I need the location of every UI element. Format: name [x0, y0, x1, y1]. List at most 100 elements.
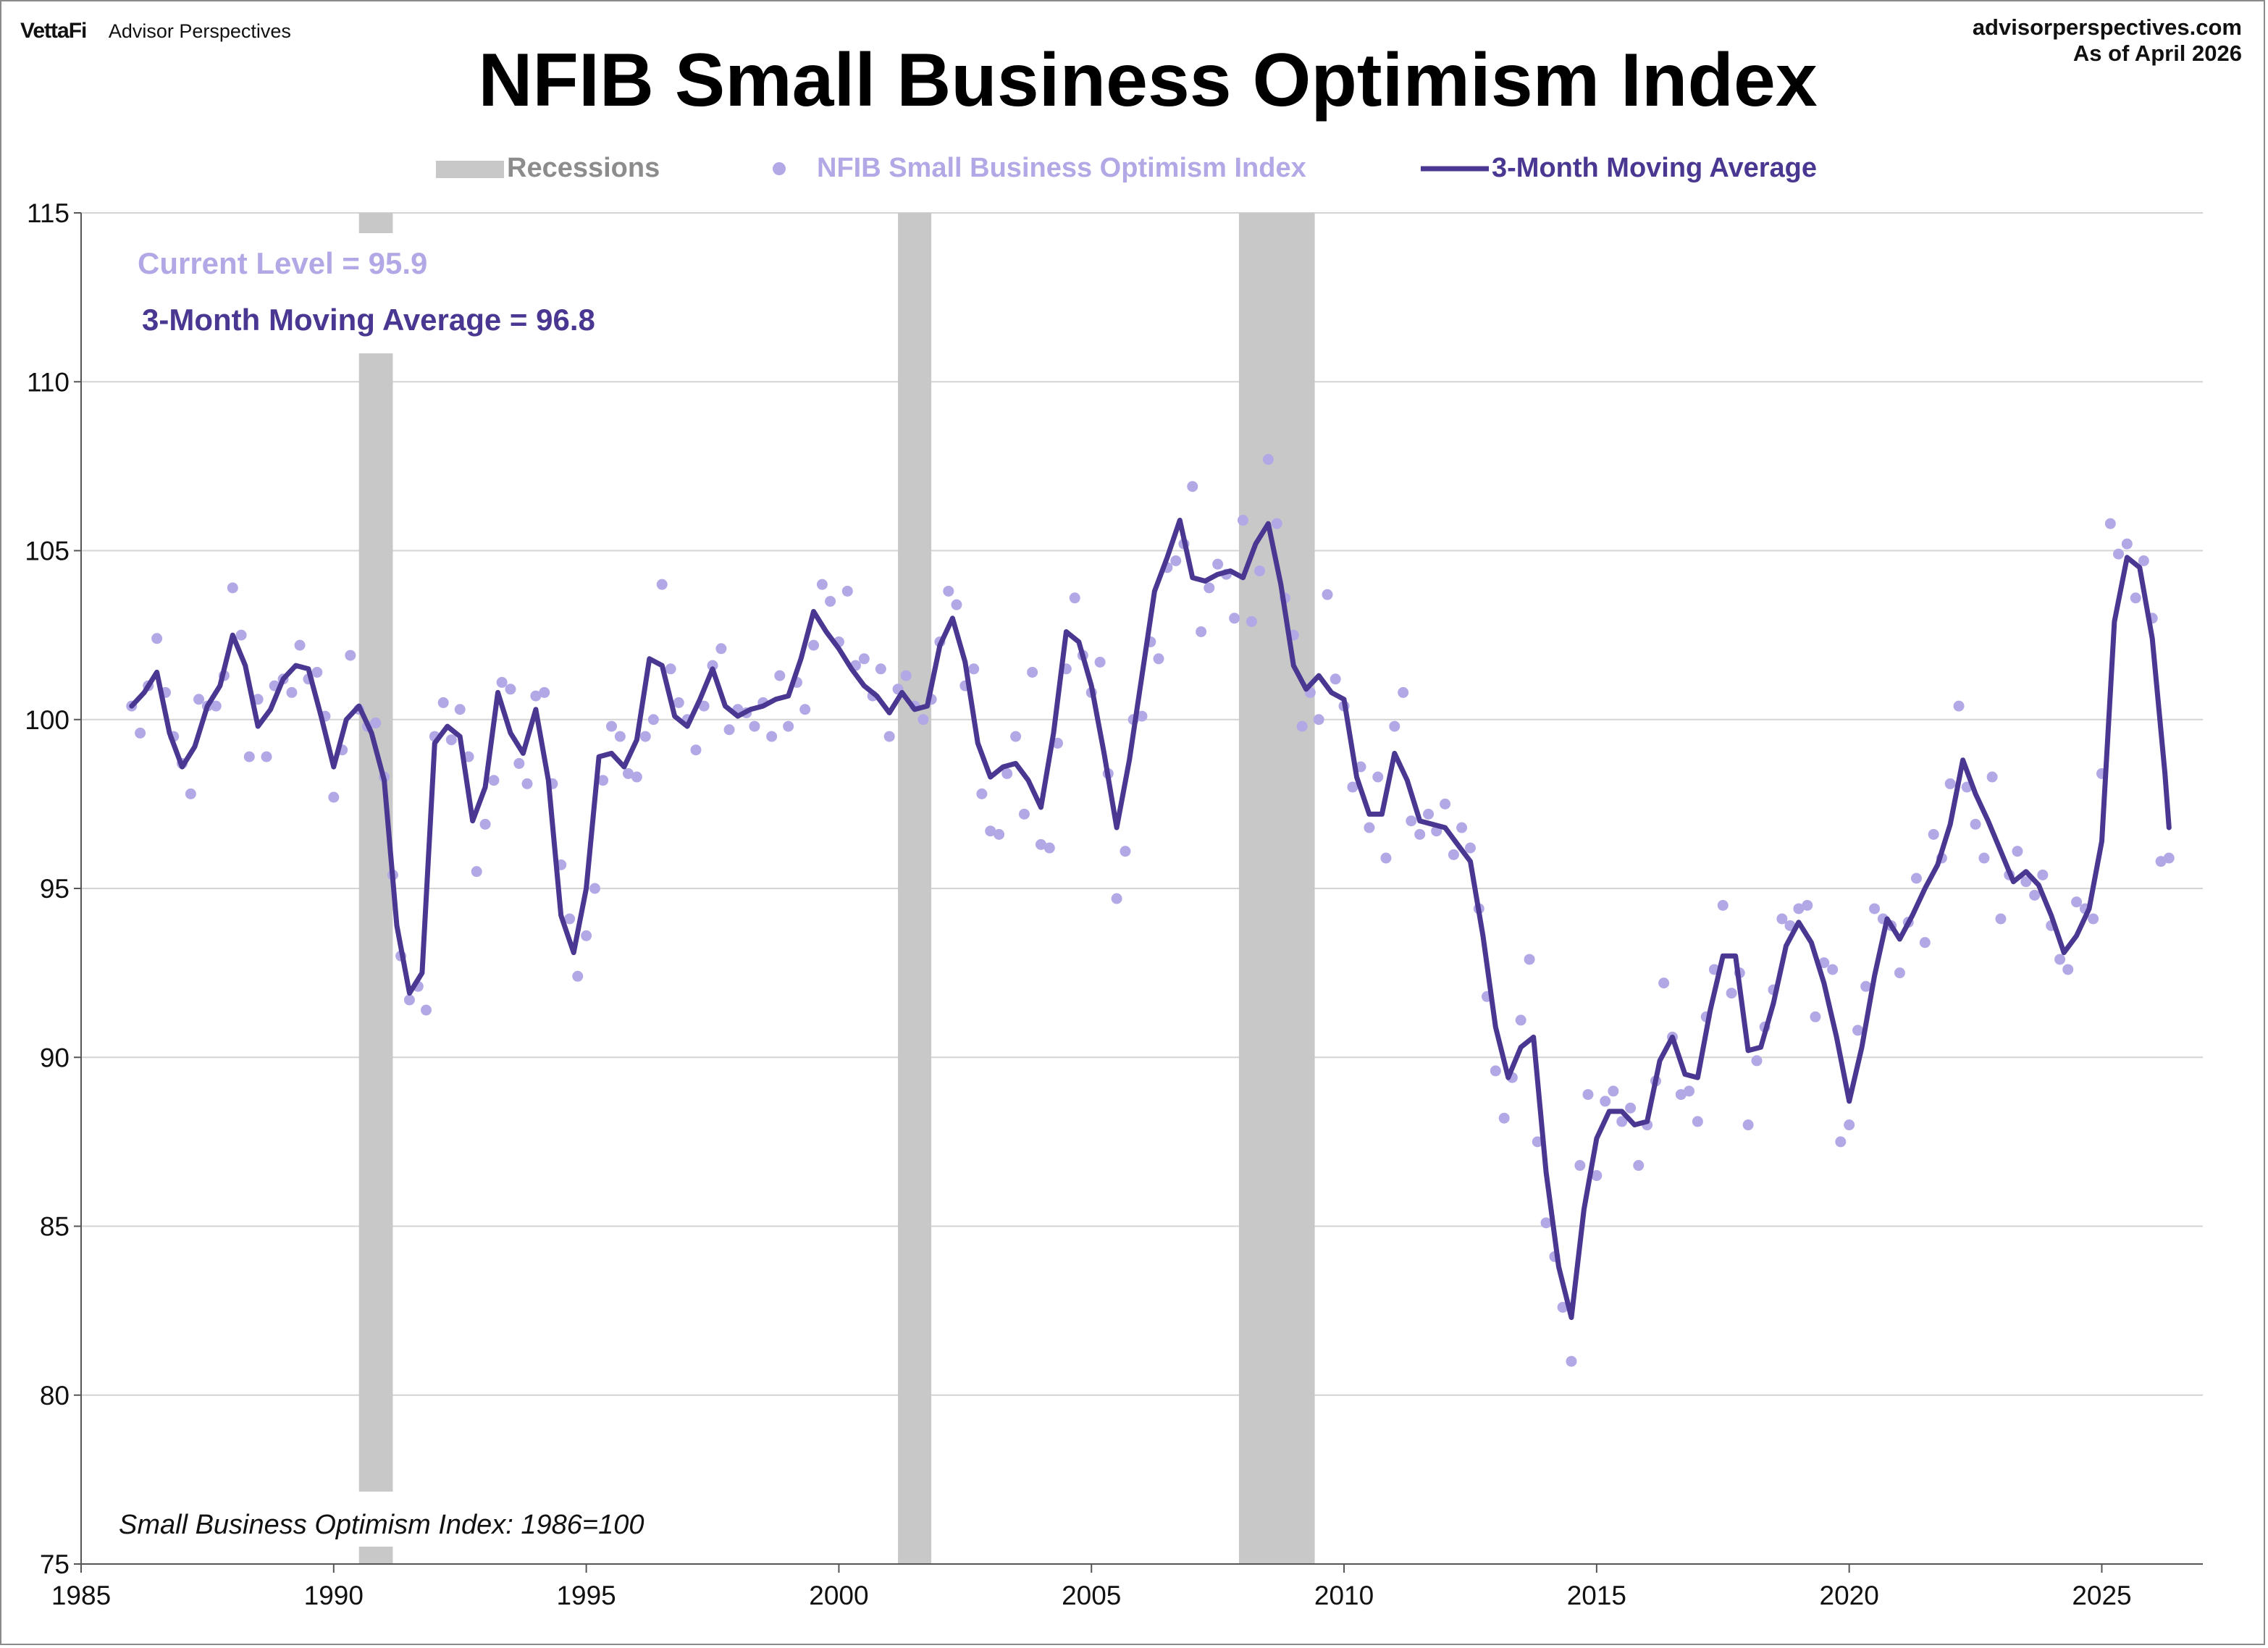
index-point [1919, 937, 1931, 949]
index-point [1490, 1065, 1501, 1077]
index-point [799, 704, 811, 715]
index-point [1532, 1136, 1543, 1148]
note-background [109, 1492, 702, 1547]
index-point [673, 697, 684, 708]
index-point [1229, 613, 1240, 624]
index-point [1566, 1355, 1577, 1367]
index-point [1010, 731, 1022, 742]
gridlines [81, 212, 2203, 1396]
index-point [513, 757, 525, 769]
index-point [1802, 899, 1813, 911]
index-point [1372, 771, 1384, 783]
index-point [261, 751, 272, 762]
index-point [623, 768, 634, 779]
index-point [1043, 842, 1055, 854]
index-point [2088, 913, 2099, 925]
index-point [1018, 808, 1030, 820]
index-point [1793, 903, 1805, 915]
index-point [1978, 852, 1990, 864]
index-point [1658, 978, 1670, 989]
index-point [1456, 822, 1468, 833]
index-point [2020, 876, 2032, 888]
index-point [454, 704, 466, 715]
index-point [1414, 828, 1426, 840]
index-point [345, 649, 356, 661]
index-point [2130, 592, 2141, 604]
index-point [1970, 818, 1981, 830]
index-point [1717, 899, 1729, 911]
index-point [783, 720, 794, 732]
index-point [1986, 771, 1998, 783]
index-point [1726, 988, 1737, 999]
x-tick-label: 2005 [1062, 1581, 1121, 1610]
index-point [858, 653, 870, 665]
index-point [1406, 815, 1417, 827]
index-point [2071, 896, 2083, 908]
index-point [614, 731, 626, 742]
index-point [1818, 957, 1830, 969]
index-point [564, 913, 576, 925]
index-point [1296, 720, 1308, 732]
index-point [227, 582, 238, 594]
index-point [1069, 592, 1080, 604]
x-tick-label: 2020 [1820, 1581, 1879, 1610]
y-tick-label: 100 [25, 705, 70, 735]
index-point [2012, 846, 2023, 857]
index-point [185, 788, 196, 799]
x-tick-label: 2010 [1314, 1581, 1374, 1610]
index-point [1313, 714, 1324, 726]
index-point [311, 666, 323, 678]
recession-band [358, 213, 393, 1564]
index-point [151, 633, 163, 644]
index-point [951, 599, 962, 610]
index-point [698, 700, 710, 712]
index-point [1153, 653, 1164, 665]
index-point [2054, 954, 2066, 965]
index-point [707, 660, 718, 671]
index-point [572, 970, 584, 982]
moving-average-annotation: 3-Month Moving Average = 96.8 [142, 303, 595, 337]
index-point [2112, 548, 2124, 560]
index-point [597, 775, 609, 786]
legend: Recessions NFIB Small Business Optimism … [436, 153, 1817, 183]
legend-recession-swatch [436, 161, 504, 178]
index-point [606, 720, 617, 732]
index-point [1322, 589, 1333, 600]
index-point [976, 788, 988, 799]
index-markers [126, 454, 2175, 1367]
y-tick-label: 105 [25, 537, 70, 566]
x-tick-label: 1990 [304, 1581, 364, 1610]
index-point [210, 700, 222, 712]
index-point [496, 676, 508, 688]
as-of-date: As of April 2026 [2072, 41, 2242, 66]
index-point [1894, 967, 1905, 979]
x-tick-label: 2015 [1567, 1581, 1626, 1610]
index-point [631, 771, 642, 783]
index-point [521, 778, 533, 789]
y-tick-label: 95 [40, 874, 70, 904]
index-point [639, 731, 651, 742]
index-point [2037, 869, 2049, 880]
index-point [1591, 1170, 1603, 1182]
index-point [2121, 538, 2133, 550]
index-point [1844, 1119, 1855, 1131]
index-point [193, 694, 205, 705]
index-point [1398, 686, 1409, 698]
index-point [1001, 768, 1013, 779]
index-point [1204, 582, 1215, 594]
y-tick-label: 85 [40, 1212, 70, 1242]
index-point [370, 717, 382, 728]
advisor-perspectives-label: Advisor Perspectives [108, 20, 291, 42]
index-point [1027, 666, 1038, 678]
index-point [1776, 913, 1788, 925]
index-point [1625, 1102, 1637, 1114]
index-point [1684, 1085, 1695, 1097]
index-point [2138, 555, 2149, 566]
index-point [808, 639, 820, 651]
annotations: Current Level = 95.9 3-Month Moving Aver… [109, 233, 702, 1547]
index-point [1246, 615, 1257, 627]
index-point [647, 714, 659, 726]
index-point [1035, 838, 1046, 850]
index-point [1271, 518, 1282, 529]
